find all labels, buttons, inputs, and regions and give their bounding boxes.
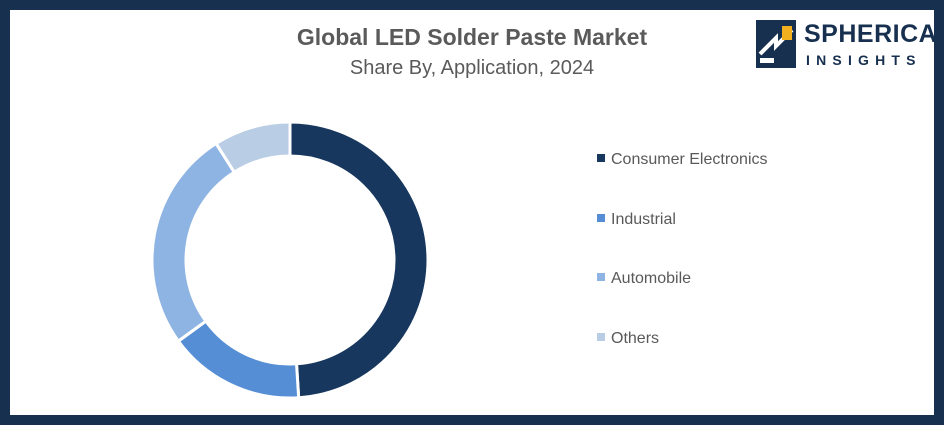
logo-tagline: INSIGHTS xyxy=(806,52,922,68)
legend-label: Industrial xyxy=(611,211,676,228)
legend-label: Others xyxy=(611,330,660,347)
spherical-insights-logo: SPHERICAL INSIGHTS xyxy=(756,20,944,72)
chart-title: Global LED Solder Paste Market xyxy=(296,24,648,50)
donut-slice-automobile xyxy=(150,141,237,344)
legend-label: Consumer Electronics xyxy=(611,151,768,168)
donut-slice-consumer-electronics xyxy=(288,120,430,400)
logo-name: SPHERICAL xyxy=(804,20,944,48)
chart-subtitle: Share By, Application, 2024 xyxy=(349,57,595,79)
donut-slice-industrial xyxy=(176,319,301,400)
legend-label: Automobile xyxy=(611,270,692,287)
logo-mark-icon xyxy=(756,20,796,68)
legend-swatch xyxy=(597,273,605,281)
legend-swatch xyxy=(597,154,605,162)
legend-swatch xyxy=(597,333,605,341)
legend-swatch xyxy=(597,214,605,222)
donut-slice-others xyxy=(213,120,292,175)
